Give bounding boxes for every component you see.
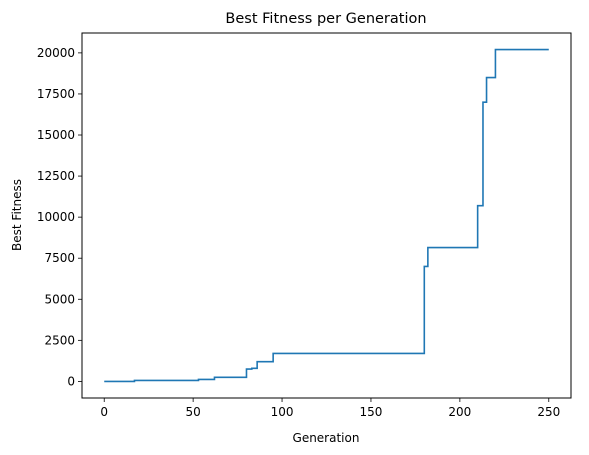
y-tick-label: 2500 [44,333,75,347]
y-tick-label: 20000 [37,46,75,60]
x-axis-label: Generation [293,431,360,445]
x-tick-label: 250 [537,405,560,419]
y-tick-label: 5000 [44,292,75,306]
y-tick-label: 7500 [44,251,75,265]
chart-title: Best Fitness per Generation [225,11,426,27]
x-tick-label: 200 [448,405,471,419]
plot-frame [81,32,572,399]
y-tick-label: 10000 [37,210,75,224]
plot-lines [104,48,549,383]
y-tick-label: 15000 [37,128,75,142]
x-tick-label: 100 [271,405,294,419]
y-tick-label: 12500 [37,169,75,183]
x-tick-label: 0 [100,405,108,419]
y-axis-ticks: 0 2500 5000 7500 10000 12500 15000 17500 20000 [37,46,82,388]
x-axis-ticks: 0 50 100 150 200 250 [100,398,560,419]
x-tick-label: 50 [185,405,200,419]
y-tick-label: 0 [67,374,75,388]
series-line [104,48,549,383]
y-axis-label: Best Fitness [10,179,24,251]
y-tick-label: 17500 [37,87,75,101]
x-tick-label: 150 [360,405,383,419]
